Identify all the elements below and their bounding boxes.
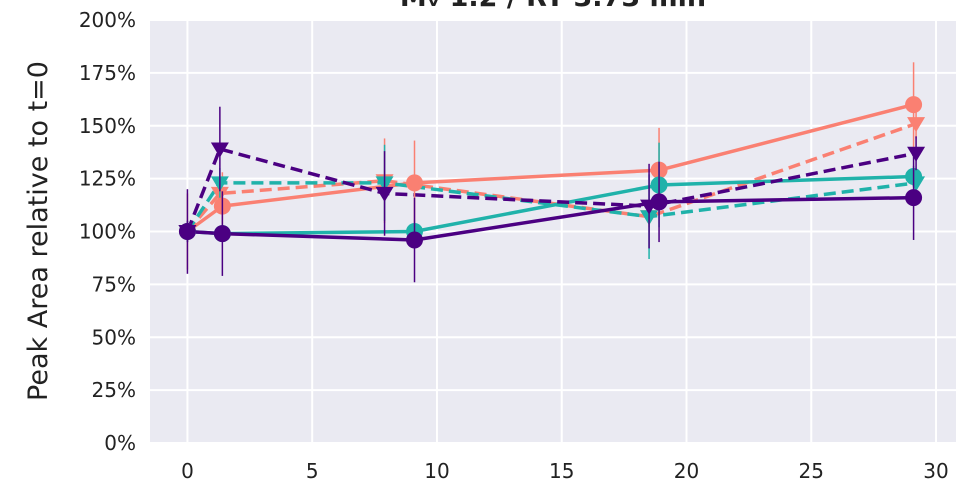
data-point [905,96,923,114]
x-tick-label: 15 [549,459,574,483]
y-tick-label: 0% [104,431,136,455]
data-point [907,146,926,162]
data-point [178,225,197,240]
y-tick-label: 50% [92,325,136,349]
series-2 [186,121,917,233]
data-point [406,174,424,192]
chart-title: Mᵥ 1.2 / RT 3.73 min [400,0,706,13]
data-point [907,117,926,133]
data-point [213,225,231,243]
data-point [210,142,229,158]
y-tick-label: 200% [79,8,136,32]
y-tick-label: 150% [79,114,136,138]
data-point [375,186,394,202]
x-tick-label: 30 [923,459,948,483]
y-tick-label: 75% [92,272,136,296]
y-tick-label: 100% [79,220,136,244]
data-point [905,189,923,207]
x-tick-label: 10 [424,459,449,483]
x-tick-label: 0 [181,459,194,483]
data-point [650,193,668,211]
x-axis: 0 5 10 15 20 25 30 [181,459,949,483]
y-axis: 0% 25% 50% 75% 100% 125% 150% 175% 200% [79,8,136,455]
data-point [640,199,659,215]
series-line [186,121,917,233]
x-tick-label: 5 [306,459,319,483]
data-series [178,62,926,283]
y-axis-label: Peak Area relative to t=0 [23,61,54,401]
data-point [406,231,424,249]
x-tick-label: 20 [674,459,699,483]
data-point [907,176,926,192]
y-tick-label: 175% [79,61,136,85]
series-6-markers [178,106,926,249]
x-tick-label: 25 [799,459,824,483]
y-tick-label: 125% [79,167,136,191]
y-tick-label: 25% [92,378,136,402]
